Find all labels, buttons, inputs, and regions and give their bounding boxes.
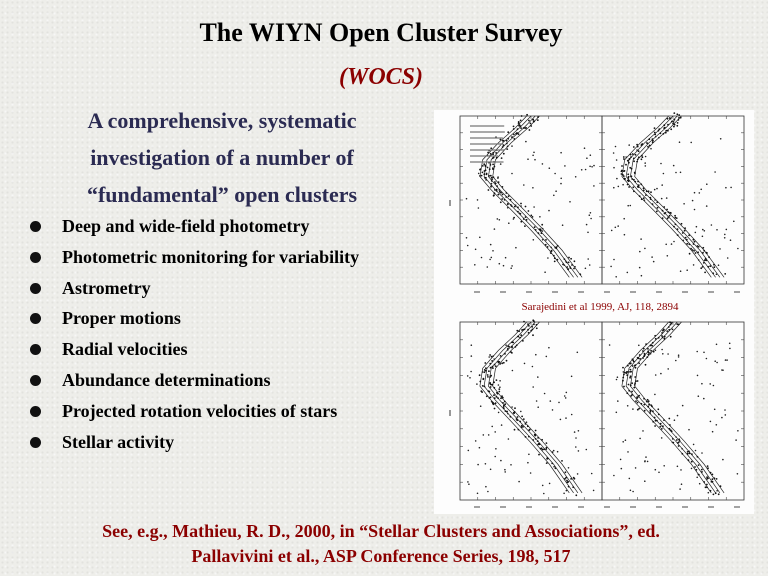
- footer-reference: See, e.g., Mathieu, R. D., 2000, in “Ste…: [0, 519, 762, 569]
- bullet-icon: [30, 436, 41, 448]
- slide-subtitle: (WOCS): [338, 64, 423, 90]
- bullet-icon: [30, 313, 41, 325]
- bullet-text: Astrometry: [62, 277, 151, 298]
- footer-line: Pallavivini et al., ASP Conference Serie…: [191, 546, 571, 566]
- cmd-panel: [601, 112, 745, 285]
- bullet-text: Proper motions: [62, 308, 181, 329]
- bullet-icon: [30, 221, 41, 232]
- bullet-text: Deep and wide-field photometry: [62, 216, 310, 236]
- bullet-item: Proper motions: [30, 306, 359, 337]
- bullet-text: Radial velocities: [62, 339, 188, 360]
- intro-line: “fundamental” open clusters: [86, 182, 358, 207]
- bullet-item: Photometric monitoring for variability: [30, 245, 359, 276]
- bullet-item: Deep and wide-field photometry: [30, 214, 359, 245]
- cmd-panel: [459, 319, 603, 501]
- bullet-icon: [30, 344, 41, 356]
- bullet-item: Stellar activity: [30, 430, 359, 461]
- bullet-icon: [30, 374, 41, 386]
- bullet-text: Photometric monitoring for variability: [62, 246, 360, 267]
- bullet-item: Abundance determinations: [30, 368, 359, 399]
- bullet-list: Deep and wide-field photometry Photometr…: [30, 214, 359, 460]
- figure-citation: Sarajedini et al 1999, AJ, 118, 2894: [521, 301, 679, 313]
- intro-line: A comprehensive, systematic: [87, 108, 357, 133]
- bullet-text: Projected rotation velocities of stars: [62, 400, 338, 421]
- bullet-item: Radial velocities: [30, 337, 359, 368]
- cmd-panel: [459, 113, 603, 285]
- bullet-icon: [30, 405, 41, 417]
- bullet-icon: [30, 282, 41, 294]
- bullet-item: Astrometry: [30, 276, 359, 307]
- bullet-text: Stellar activity: [62, 431, 175, 452]
- cmd-figure: [434, 110, 754, 514]
- cmd-panel: [601, 321, 745, 501]
- footer-line: See, e.g., Mathieu, R. D., 2000, in “Ste…: [102, 521, 660, 541]
- bullet-icon: [30, 251, 41, 263]
- intro-line: investigation of a number of: [90, 145, 354, 170]
- color-magnitude-diagrams-icon: [449, 112, 745, 508]
- bullet-text: Abundance determinations: [62, 369, 271, 390]
- slide-title: The WIYN Open Cluster Survey: [199, 18, 563, 47]
- intro-text: A comprehensive, systematic investigatio…: [52, 102, 392, 213]
- bullet-item: Projected rotation velocities of stars: [30, 399, 359, 430]
